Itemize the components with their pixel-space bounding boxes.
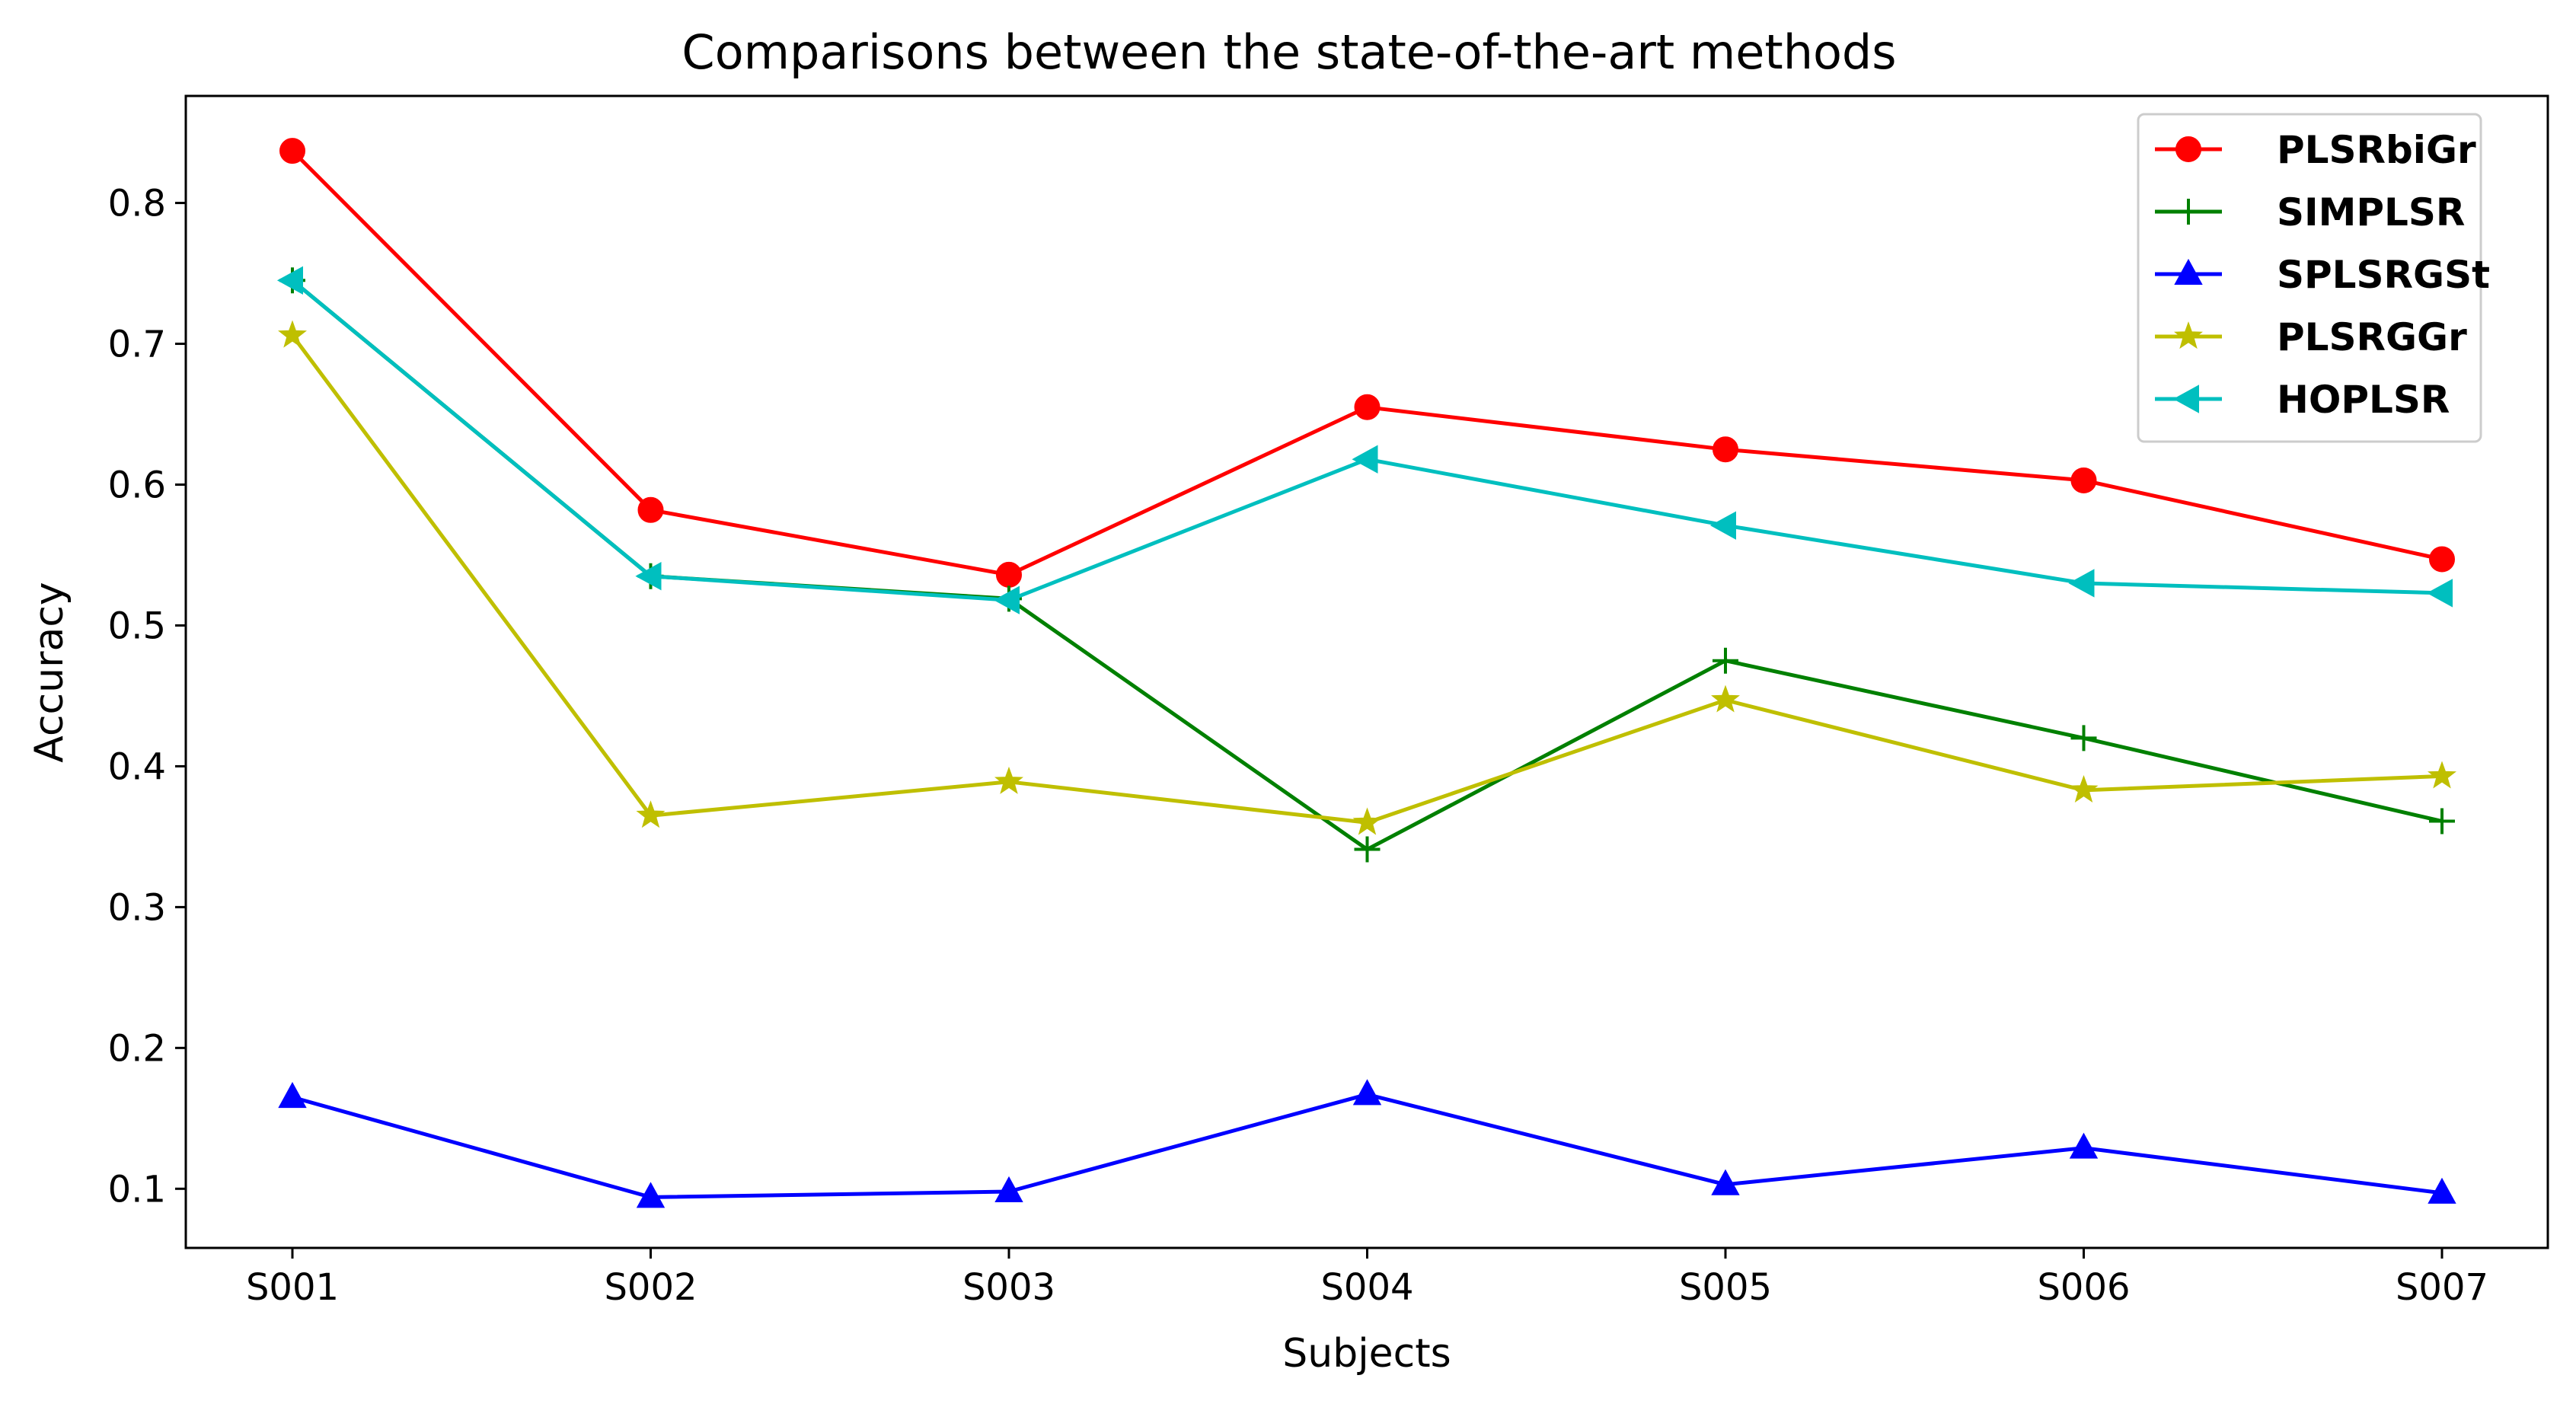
data-point-splsrgst-7	[2428, 1177, 2456, 1204]
x-tick-label: S005	[1679, 1266, 1772, 1309]
series-simplsr	[279, 267, 2455, 863]
data-point-simplsr-7	[2429, 808, 2455, 834]
y-tick-label: 0.4	[108, 745, 166, 788]
series-plsrggr	[278, 320, 2456, 835]
y-tick-label: 0.6	[108, 464, 166, 506]
legend-item-plsrggr: PLSRGGr	[2155, 315, 2467, 359]
y-axis: 0.1 0.2 0.3 0.4 0.5 0.6 0.7 0.8	[108, 183, 186, 1211]
data-point-splsrgst-1	[278, 1082, 307, 1109]
data-point-plsrbigr-3	[996, 561, 1022, 588]
data-point-hoplsr-6	[2068, 569, 2095, 598]
legend-item-simplsr: SIMPLSR	[2155, 190, 2465, 235]
data-point-simplsr-4	[1354, 836, 1381, 863]
series-line-splsrgst	[292, 1092, 2443, 1199]
series-plsrbigr	[279, 138, 2455, 588]
legend-label: HOPLSR	[2277, 378, 2450, 422]
legend-marker-splsrgst	[2174, 258, 2203, 285]
legend-marker-hoplsr	[2172, 385, 2199, 413]
x-tick-label: S001	[246, 1266, 339, 1309]
data-point-splsrgst-5	[1711, 1169, 1740, 1195]
data-point-plsrggr-6	[2069, 774, 2099, 803]
legend-label: SPLSRGSt	[2277, 253, 2490, 297]
y-tick-label: 0.1	[108, 1168, 166, 1211]
data-point-plsrggr-7	[2428, 761, 2456, 789]
series-line-hoplsr	[291, 279, 2443, 602]
x-tick-label: S006	[2037, 1266, 2130, 1309]
legend-label: PLSRbiGr	[2277, 128, 2476, 172]
x-tick-label: S002	[604, 1266, 697, 1309]
data-point-hoplsr-2	[635, 562, 662, 591]
data-point-hoplsr-3	[993, 586, 1020, 614]
data-point-plsrbigr-5	[1713, 436, 1738, 463]
data-point-splsrgst-6	[2069, 1132, 2099, 1159]
y-tick-label: 0.7	[108, 324, 166, 366]
data-point-hoplsr-7	[2426, 579, 2453, 608]
legend-marker-plsrggr	[2174, 321, 2203, 349]
x-axis-label: Subjects	[1282, 1331, 1451, 1377]
legend-marker-simplsr	[2175, 199, 2201, 225]
data-point-splsrgst-3	[994, 1176, 1023, 1203]
legend-label: PLSRGGr	[2277, 315, 2467, 359]
chart-title: Comparisons between the state-of-the-art…	[682, 24, 1896, 80]
x-axis: S001 S002 S003 S004 S005 S006 S007	[246, 1248, 2488, 1309]
series-hoplsr	[276, 266, 2453, 614]
y-tick-label: 0.8	[108, 183, 166, 225]
data-point-plsrggr-2	[636, 800, 666, 828]
legend-label: SIMPLSR	[2277, 190, 2465, 235]
x-tick-label: S004	[1320, 1266, 1413, 1309]
legend-item-plsrbigr: PLSRbiGr	[2155, 128, 2476, 172]
y-tick-label: 0.3	[108, 886, 166, 929]
data-point-plsrbigr-6	[2070, 467, 2097, 493]
data-point-simplsr-5	[1713, 647, 1738, 674]
series-splsrgst	[278, 1079, 2456, 1208]
data-point-plsrbigr-2	[637, 496, 664, 523]
series-line-plsrbigr	[291, 149, 2443, 577]
data-point-hoplsr-1	[276, 266, 303, 295]
data-point-plsrggr-5	[1711, 684, 1740, 713]
y-tick-label: 0.5	[108, 605, 166, 647]
plot-marks	[276, 138, 2456, 1208]
data-point-plsrggr-1	[278, 320, 307, 348]
data-point-simplsr-6	[2070, 725, 2097, 751]
legend-marker-plsrbigr	[2175, 136, 2201, 162]
data-point-plsrggr-4	[1352, 807, 1382, 835]
data-point-hoplsr-4	[1352, 445, 1378, 474]
legend-box	[2137, 113, 2482, 443]
data-point-hoplsr-5	[1709, 511, 1736, 540]
legend: PLSRbiGr SIMPLSR SPLSRGSt PLSRGGr HOPLSR	[2137, 113, 2490, 443]
data-point-plsrbigr-1	[279, 138, 305, 164]
legend-item-splsrgst: SPLSRGSt	[2155, 253, 2490, 297]
data-point-splsrgst-4	[1352, 1079, 1382, 1106]
y-axis-label: Accuracy	[27, 582, 72, 762]
data-point-plsrbigr-7	[2429, 546, 2455, 573]
series-line-simplsr	[291, 279, 2443, 852]
x-tick-label: S007	[2396, 1266, 2488, 1309]
data-point-splsrgst-2	[636, 1182, 666, 1208]
y-tick-label: 0.2	[108, 1027, 166, 1070]
data-point-plsrbigr-4	[1354, 394, 1381, 420]
data-point-plsrggr-3	[994, 766, 1023, 794]
legend-item-hoplsr: HOPLSR	[2155, 378, 2450, 422]
x-tick-label: S003	[962, 1266, 1055, 1309]
